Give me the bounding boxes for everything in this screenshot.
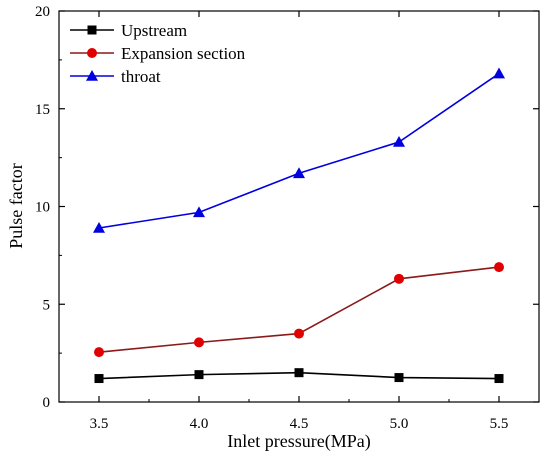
legend-marker: [87, 48, 97, 58]
y-axis-title: Pulse factor: [6, 163, 26, 248]
y-tick-label: 15: [35, 102, 50, 118]
series-line: [98, 266, 500, 353]
data-point: [494, 262, 504, 273]
data-point: [94, 374, 104, 384]
legend-item: Upstream: [70, 21, 187, 40]
legend-marker: [86, 70, 98, 81]
series-0: [94, 368, 504, 384]
data-point: [93, 222, 105, 233]
y-tick-label: 10: [35, 200, 50, 216]
series-layer: [93, 67, 505, 384]
series-2: [93, 67, 505, 233]
data-point: [493, 67, 505, 79]
data-point: [193, 206, 205, 218]
legend-marker: [87, 25, 97, 35]
legend-label: Expansion section: [121, 44, 246, 63]
data-point: [293, 167, 305, 179]
x-tick-label: 4.5: [290, 416, 309, 432]
y-tick-label: 5: [43, 297, 51, 313]
y-tick-label: 0: [43, 395, 51, 411]
y-tick-label: 20: [35, 4, 50, 20]
x-axis-title: Inlet pressure(MPa): [227, 431, 370, 452]
series-line: [98, 72, 500, 229]
data-point: [194, 337, 204, 348]
data-point: [294, 368, 304, 378]
data-point: [494, 374, 504, 384]
series-1: [94, 262, 504, 358]
data-point: [194, 370, 204, 380]
legend-label: Upstream: [121, 21, 187, 40]
legend-item: throat: [70, 67, 161, 86]
legend-item: Expansion section: [70, 44, 246, 63]
data-point: [394, 373, 404, 383]
x-tick-label: 5.5: [490, 416, 509, 432]
x-tick-label: 3.5: [90, 416, 109, 432]
legend: Upstream Expansion section throat: [70, 21, 246, 86]
legend-label: throat: [121, 67, 161, 86]
x-axis-ticks: 3.5 4.0 4.5 5.0 5.5: [90, 11, 509, 432]
data-point: [393, 135, 405, 147]
x-tick-label: 5.0: [390, 416, 409, 432]
y-axis-ticks: 0 5 10 15 20: [35, 4, 539, 411]
data-point: [394, 273, 404, 284]
data-point: [94, 347, 104, 358]
data-point: [294, 328, 304, 339]
x-tick-label: 4.0: [190, 416, 209, 432]
